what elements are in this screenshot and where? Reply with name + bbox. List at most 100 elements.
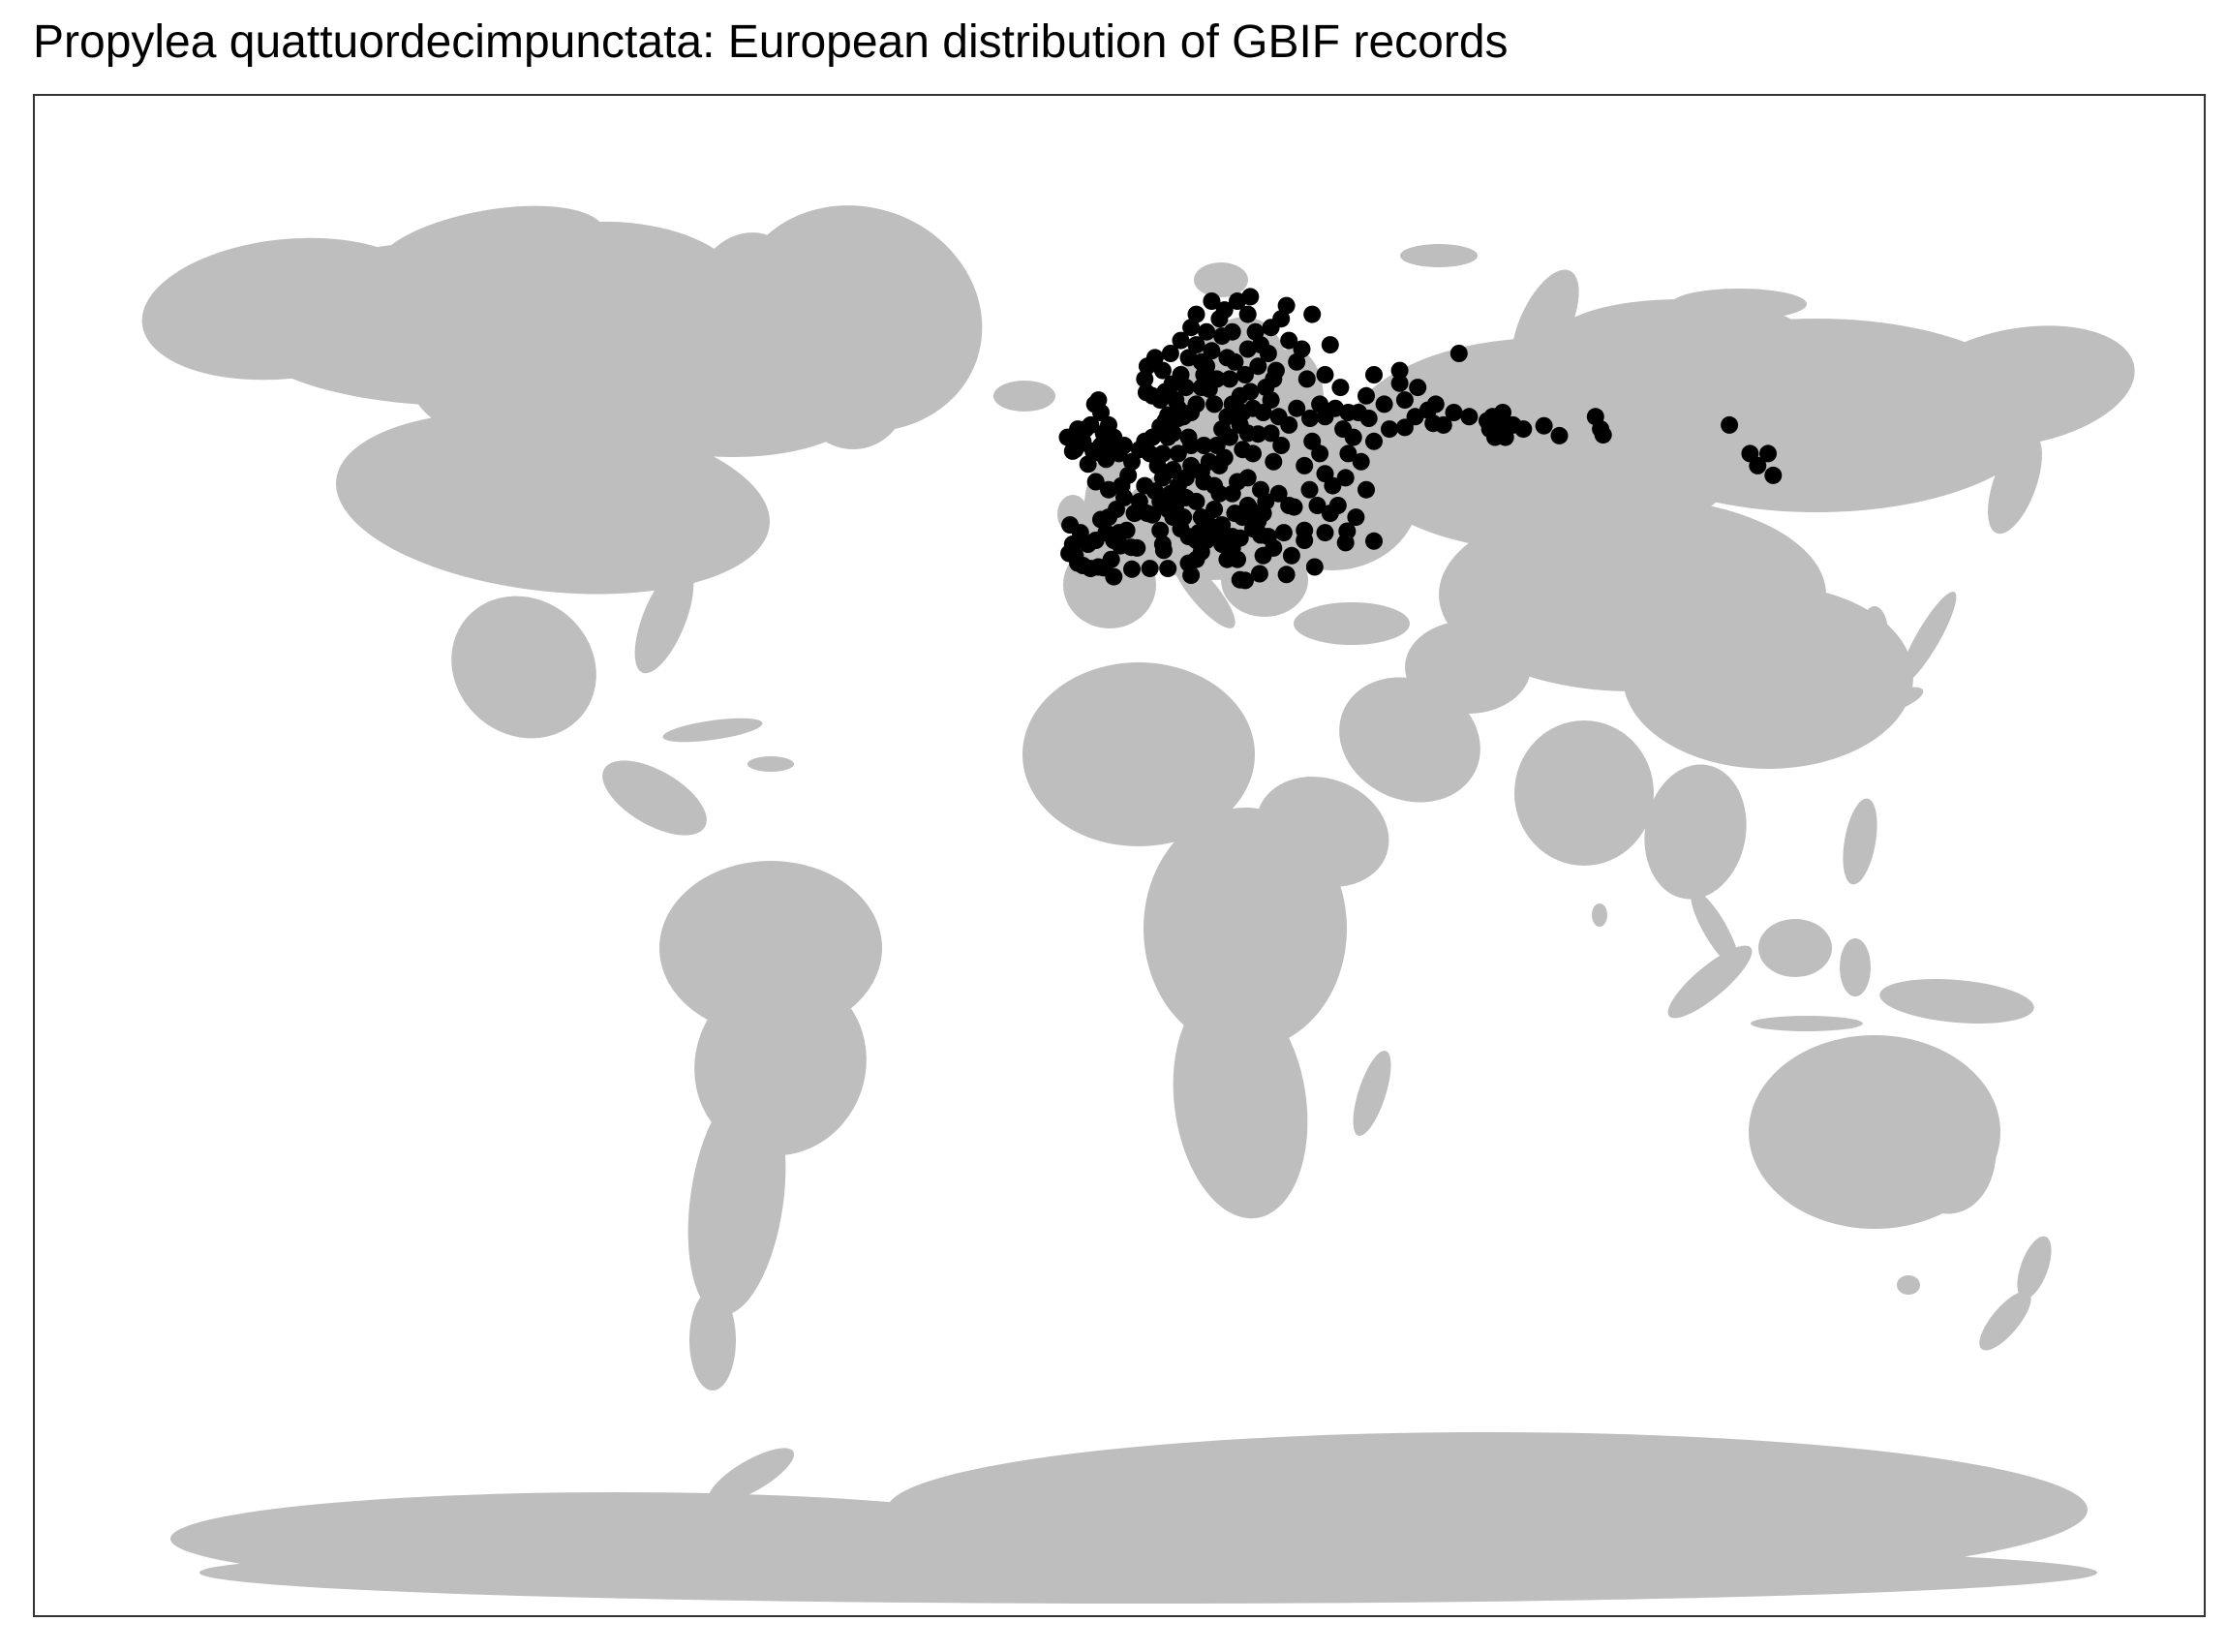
land-borneo	[1758, 919, 1832, 977]
gbif-record-point	[1094, 559, 1113, 577]
gbif-record-point	[1395, 418, 1414, 437]
land-na-central-america	[602, 760, 707, 836]
gbif-record-point	[1074, 434, 1092, 452]
gbif-record-point	[1308, 497, 1327, 514]
land-philippines	[1843, 798, 1877, 885]
land-na-caribbean-2	[747, 756, 794, 772]
land-greenland-south	[800, 343, 906, 449]
gbif-record-point	[1198, 322, 1216, 341]
land-arctic-islands-1	[375, 205, 605, 296]
gbif-record-point	[1272, 437, 1291, 454]
land-sri-lanka	[1592, 903, 1607, 927]
land-java	[1751, 1016, 1863, 1031]
gbif-record-point	[1390, 361, 1409, 380]
gbif-record-point	[1339, 444, 1358, 463]
gbif-record-point	[1151, 391, 1170, 410]
gbif-record-point	[1113, 476, 1131, 495]
gbif-record-point	[1395, 391, 1414, 410]
gbif-record-point	[1406, 408, 1424, 426]
gbif-record-point	[1269, 484, 1288, 503]
gbif-record-point	[1117, 521, 1136, 539]
gbif-record-point	[1339, 404, 1358, 421]
gbif-record-point	[1358, 480, 1375, 499]
gbif-record-point	[1296, 521, 1314, 539]
land-eu-anatolia	[1294, 602, 1410, 645]
land-sa-tip	[689, 1290, 736, 1391]
land-as-india	[1514, 720, 1654, 866]
gbif-record-point	[1236, 366, 1254, 383]
gbif-record-point	[1153, 361, 1172, 380]
gbif-record-point	[1207, 370, 1226, 388]
land-japan-1	[1899, 591, 1957, 686]
gbif-record-point	[1277, 566, 1296, 584]
gbif-record-point	[1550, 426, 1569, 444]
gbif-record-point	[1274, 524, 1293, 542]
gbif-record-point	[1205, 501, 1224, 518]
gbif-record-point	[1277, 296, 1296, 315]
gbif-record-point	[1176, 469, 1195, 487]
gbif-record-point	[1144, 505, 1162, 524]
gbif-record-point	[1218, 349, 1236, 367]
land-as-kamchatka	[1988, 432, 2042, 535]
gbif-record-point	[1058, 428, 1077, 446]
gbif-record-point	[1749, 456, 1767, 474]
gbif-record-point	[1257, 492, 1275, 510]
gbif-record-point	[1262, 319, 1280, 337]
gbif-record-point	[1182, 566, 1201, 584]
gbif-record-point	[1089, 391, 1108, 410]
land-as-indochina	[1644, 764, 1747, 900]
gbif-record-point	[1187, 336, 1205, 354]
gbif-record-point	[1285, 498, 1303, 516]
gbif-record-point	[1086, 473, 1105, 491]
gbif-record-point	[1077, 420, 1095, 439]
land-arctic-islands-3	[500, 275, 655, 333]
gbif-record-point	[1097, 450, 1115, 469]
gbif-record-point	[1321, 505, 1339, 523]
gbif-record-point	[1288, 399, 1306, 417]
land-af-south	[1173, 987, 1308, 1219]
gbif-record-point	[1169, 444, 1187, 463]
gbif-record-point	[1759, 444, 1777, 463]
gbif-record-point	[1514, 420, 1533, 439]
gbif-record-point	[1122, 538, 1141, 557]
gbif-record-point	[1365, 366, 1383, 383]
gbif-record-point	[1324, 476, 1342, 495]
land-tasmania	[1897, 1275, 1920, 1295]
gbif-record-point	[1221, 370, 1238, 388]
gbif-record-point	[1198, 532, 1216, 549]
gbif-record-point	[1205, 395, 1224, 413]
gbif-record-point	[1179, 349, 1198, 367]
land-new-zealand-north	[2017, 1236, 2052, 1300]
gbif-record-point	[1300, 480, 1319, 499]
gbif-record-point	[1311, 444, 1329, 463]
gbif-record-point	[1151, 521, 1170, 539]
land-new-zealand-south	[1979, 1291, 2031, 1351]
land-as-korea	[1861, 606, 1888, 660]
gbif-record-point	[1426, 395, 1445, 413]
gbif-record-point	[1265, 452, 1283, 471]
land-as-far-east	[1905, 325, 2135, 447]
gbif-record-point	[1365, 432, 1383, 450]
gbif-record-point	[1195, 437, 1213, 454]
gbif-record-point	[1305, 558, 1324, 576]
land-madagascar	[1353, 1051, 1391, 1136]
gbif-record-point	[1079, 535, 1097, 553]
gbif-record-point	[1223, 395, 1241, 413]
gbif-record-point	[1069, 554, 1087, 572]
gbif-record-point	[1161, 345, 1179, 362]
gbif-record-point	[1344, 428, 1362, 446]
record-points-layer	[1058, 288, 1783, 590]
land-franz-josef	[1400, 244, 1478, 267]
gbif-record-point	[1336, 534, 1355, 552]
land-japan-2	[1864, 687, 1924, 716]
gbif-record-point	[1764, 466, 1783, 484]
gbif-record-point	[1182, 319, 1201, 337]
gbif-record-point	[1164, 424, 1182, 443]
gbif-record-point	[1535, 416, 1553, 435]
gbif-record-point	[1259, 528, 1277, 546]
gbif-record-point	[1115, 437, 1133, 454]
gbif-record-point	[1336, 469, 1355, 487]
gbif-record-point	[1172, 331, 1190, 350]
gbif-record-point	[1238, 469, 1257, 487]
gbif-record-point	[1123, 560, 1141, 578]
